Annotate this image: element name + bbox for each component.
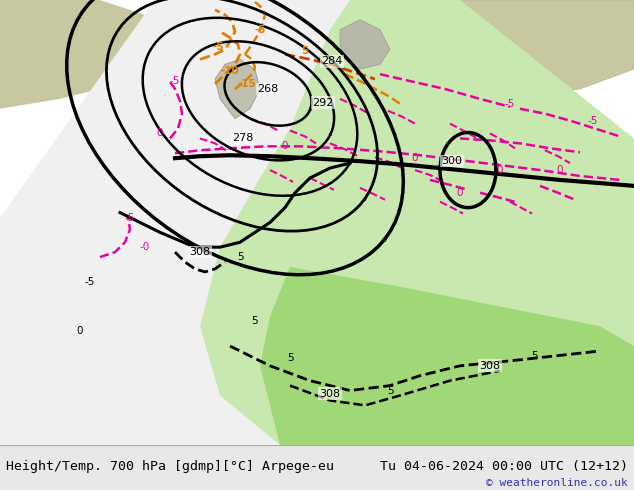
Text: 5: 5	[532, 351, 538, 361]
Text: -5: -5	[85, 277, 95, 287]
Text: -5: -5	[212, 43, 224, 52]
Polygon shape	[400, 0, 634, 99]
Text: Tu 04-06-2024 00:00 UTC (12+12): Tu 04-06-2024 00:00 UTC (12+12)	[380, 460, 628, 473]
Text: 0: 0	[456, 188, 463, 198]
Text: 284: 284	[321, 56, 343, 66]
Text: 308: 308	[479, 361, 501, 371]
Text: -5: -5	[588, 116, 598, 125]
Polygon shape	[0, 0, 180, 109]
Text: -5: -5	[170, 76, 180, 86]
Text: 5: 5	[236, 252, 243, 262]
Text: -15: -15	[238, 79, 256, 89]
Text: 292: 292	[313, 98, 333, 108]
Text: 5: 5	[387, 386, 393, 395]
Text: -0: -0	[140, 242, 150, 252]
Text: 5: 5	[301, 47, 309, 56]
Text: -5: -5	[125, 213, 135, 222]
Text: 308: 308	[190, 247, 210, 257]
Text: -5: -5	[505, 99, 515, 109]
Polygon shape	[280, 0, 400, 40]
Text: Height/Temp. 700 hPa [gdmp][°C] Arpege-eu: Height/Temp. 700 hPa [gdmp][°C] Arpege-e…	[6, 460, 334, 473]
Polygon shape	[215, 59, 260, 119]
Text: -5: -5	[254, 24, 266, 35]
Text: 268: 268	[257, 84, 278, 94]
Text: 278: 278	[232, 133, 254, 144]
Polygon shape	[200, 0, 634, 445]
Polygon shape	[0, 0, 634, 445]
Text: 5: 5	[287, 353, 294, 363]
Text: 0: 0	[557, 165, 563, 175]
Text: 0: 0	[281, 141, 288, 151]
Polygon shape	[260, 267, 634, 445]
Text: 300: 300	[441, 156, 462, 166]
Text: © weatheronline.co.uk: © weatheronline.co.uk	[486, 478, 628, 488]
Text: 5: 5	[252, 317, 258, 326]
Text: 0: 0	[411, 153, 418, 163]
Text: -10: -10	[221, 66, 240, 76]
Text: 0: 0	[157, 128, 163, 139]
Text: 0: 0	[497, 165, 503, 175]
Polygon shape	[340, 20, 390, 69]
Text: 0: 0	[77, 326, 83, 336]
Text: 308: 308	[320, 389, 340, 398]
